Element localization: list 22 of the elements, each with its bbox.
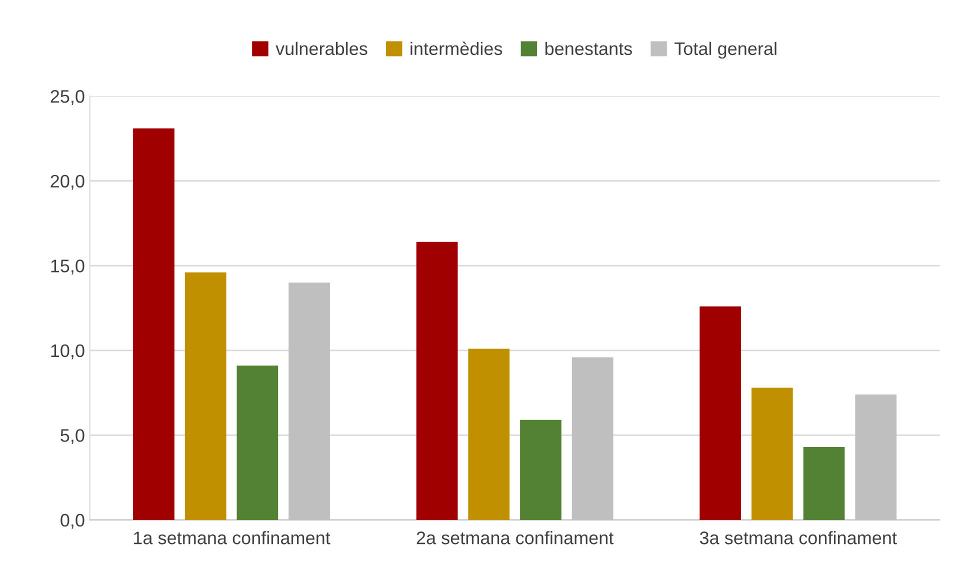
y-tick-label: 0,0 [60,514,84,529]
bar [468,348,510,520]
bar [236,366,278,520]
legend-label: intermèdies [410,42,502,56]
bar [133,128,174,520]
y-tick-label: 15,0 [51,260,84,274]
x-tick-label: 3a setmana confinament [700,531,897,544]
bar [184,272,226,520]
legend-label: vulnerables [276,42,368,56]
legend-label: Total general [674,42,776,59]
y-tick-label: 25,0 [50,90,84,105]
y-tick-label: 5,0 [60,429,84,444]
y-tick-label: 10,0 [51,344,84,360]
bar [752,388,793,520]
bar [803,447,845,520]
bar [520,420,562,520]
y-tick-label: 20,0 [50,174,84,190]
x-tick-label: 1a setmana confinament [134,531,330,544]
legend-label: benestants [545,42,632,56]
x-tick-label: 2a setmana confinament [416,531,614,544]
bar [700,306,742,520]
bar [416,242,458,520]
